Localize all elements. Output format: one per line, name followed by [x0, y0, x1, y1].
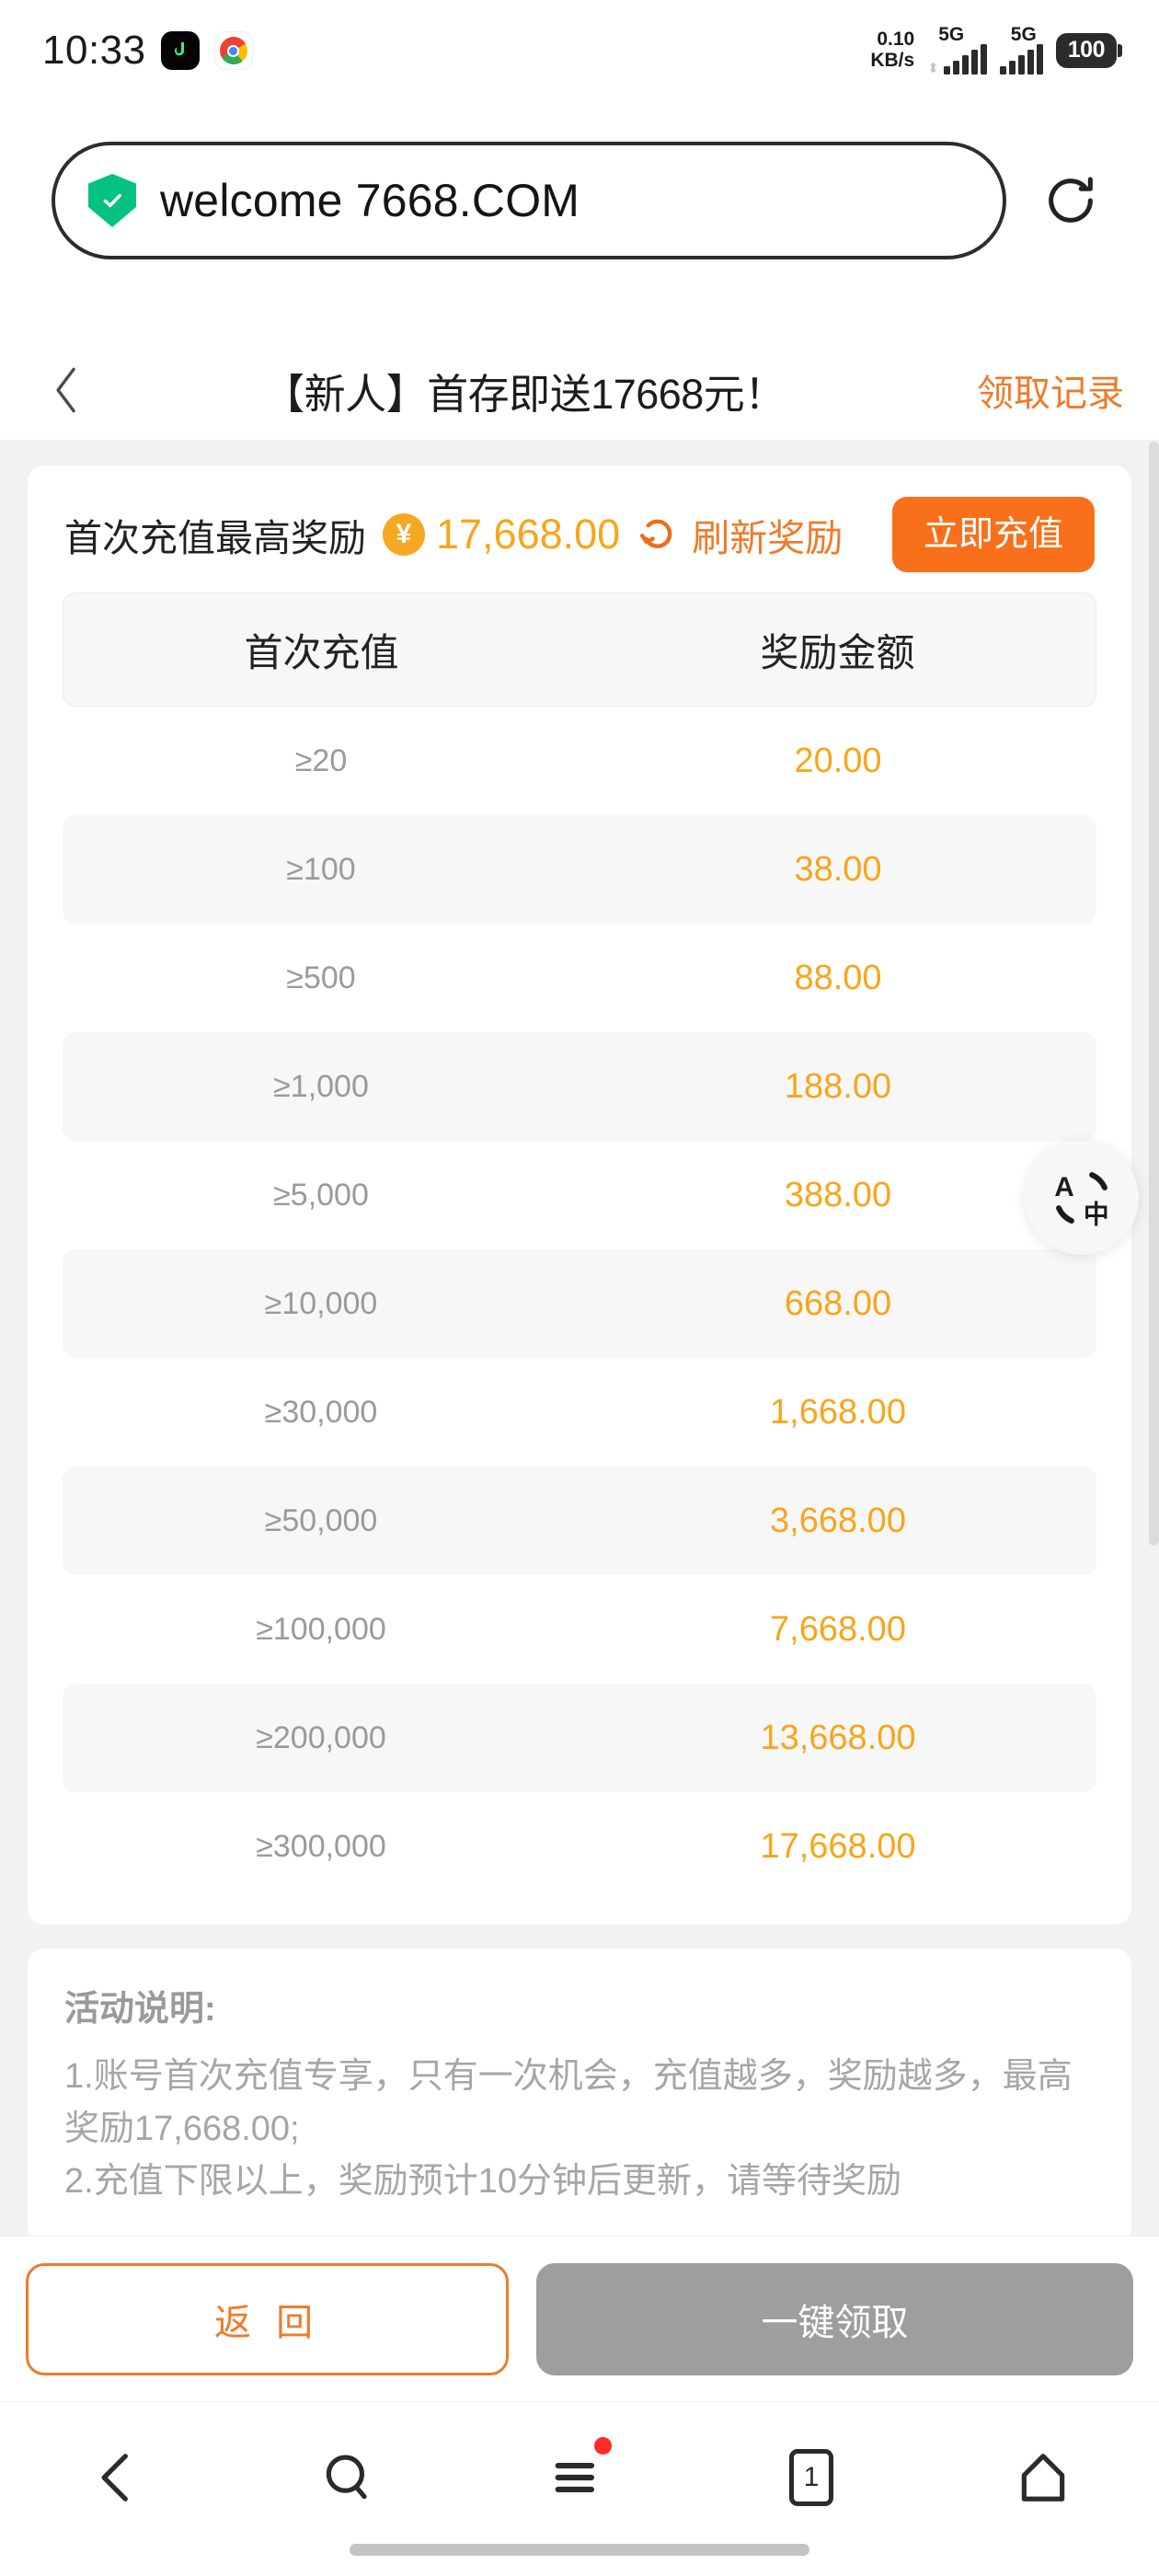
reward-summary-row: 首次充值最高奖励 ¥ 17,668.00 刷新奖励 立即充值	[28, 466, 1131, 592]
signal-bars-icon-2	[999, 43, 1043, 75]
table-cell-deposit: ≥50,000	[264, 1502, 378, 1538]
back-button[interactable]: 返 回	[26, 2262, 510, 2375]
claim-all-button[interactable]: 一键领取	[536, 2262, 1133, 2375]
network-speed-unit: KB/s	[870, 50, 915, 71]
tab-switcher-button[interactable]: 1	[742, 2435, 880, 2520]
page-scrollbar[interactable]	[1149, 442, 1159, 1546]
table-row: ≥100,000 7,668.00	[63, 1575, 1096, 1684]
table-row: ≥100 38.00	[63, 815, 1096, 924]
table-row: ≥10,000 668.00	[63, 1249, 1096, 1358]
hamburger-menu-icon[interactable]	[511, 2435, 648, 2520]
table-cell-reward: 3,668.00	[770, 1501, 906, 1540]
description-line-2: 2.充值下限以上，奖励预计10分钟后更新，请等待奖励	[64, 2162, 901, 2201]
reward-card: 首次充值最高奖励 ¥ 17,668.00 刷新奖励 立即充值 首次充值 奖励金额	[28, 466, 1131, 1925]
reload-icon[interactable]	[1034, 171, 1107, 230]
browser-back-button[interactable]	[47, 2435, 185, 2520]
table-cell-reward: 668.00	[784, 1283, 892, 1323]
table-row: ≥1,000 188.00	[63, 1032, 1096, 1141]
page-back-button[interactable]	[35, 366, 99, 414]
max-reward-label: 首次充值最高奖励	[64, 517, 366, 559]
table-cell-deposit: ≥1,000	[273, 1068, 369, 1104]
table-row: ≥300,000 17,668.00	[63, 1792, 1096, 1901]
page-header: 【新人】首存即送17668元！ 领取记录	[0, 340, 1159, 440]
battery-indicator: 100	[1055, 33, 1117, 68]
url-input[interactable]: welcome 7668.COM	[52, 142, 1006, 259]
table-cell-reward: 388.00	[784, 1175, 892, 1214]
browser-nav-bar: 1	[0, 2401, 1159, 2576]
recharge-now-button[interactable]: 立即充值	[891, 497, 1095, 572]
menu-notification-badge	[594, 2437, 612, 2455]
table-row: ≥20 20.00	[63, 707, 1096, 815]
table-header-reward: 奖励金额	[760, 630, 915, 674]
status-bar-right: 0.10 KB/s 5G ⬍ 5G 100	[870, 24, 1117, 76]
table-cell-deposit: ≥20	[294, 742, 348, 778]
max-reward-amount: 17,668.00	[436, 511, 621, 558]
table-body: ≥20 20.00 ≥100 38.00 ≥500 88.00 ≥1,000 188.00 ≥5…	[63, 707, 1096, 1901]
table-cell-reward: 1,668.00	[770, 1392, 906, 1432]
app-badge-icon	[160, 31, 200, 70]
url-text: welcome 7668.COM	[160, 175, 580, 226]
table-cell-deposit: ≥10,000	[264, 1285, 378, 1321]
page-content: 首次充值最高奖励 ¥ 17,668.00 刷新奖励 立即充值 首次充值 奖励金额	[0, 440, 1159, 2272]
table-row: ≥5,000 388.00	[63, 1141, 1096, 1249]
page-title: 【新人】首存即送17668元！	[263, 370, 786, 418]
chrome-app-icon	[213, 31, 253, 70]
home-gesture-indicator	[350, 2544, 809, 2556]
table-row: ≥200,000 13,668.00	[63, 1684, 1096, 1792]
table-cell-deposit: ≥30,000	[264, 1394, 378, 1430]
table-cell-deposit: ≥5,000	[273, 1177, 369, 1213]
network-speed-value: 0.10	[877, 29, 915, 51]
table-cell-deposit: ≥300,000	[256, 1828, 386, 1864]
table-cell-reward: 13,668.00	[760, 1718, 916, 1757]
search-icon[interactable]	[279, 2435, 417, 2520]
shield-check-icon	[88, 174, 136, 227]
description-title: 活动说明:	[64, 1990, 216, 2029]
refresh-reward-label[interactable]: 刷新奖励	[692, 517, 843, 559]
tab-count-label: 1	[789, 2449, 833, 2506]
signal-indicator-sim2: 5G	[999, 24, 1043, 75]
browser-address-bar-area: welcome 7668.COM	[0, 136, 1159, 265]
svg-text:A: A	[1054, 1172, 1073, 1202]
signal-bars-icon	[943, 43, 987, 75]
table-cell-reward: 188.00	[784, 1066, 892, 1106]
table-header-row: 首次充值 奖励金额	[63, 592, 1096, 707]
table-cell-deposit: ≥200,000	[256, 1719, 386, 1755]
network-speed-indicator: 0.10 KB/s	[870, 29, 914, 71]
table-cell-reward: 7,668.00	[770, 1609, 906, 1649]
table-cell-deposit: ≥100,000	[256, 1611, 386, 1647]
table-header-deposit: 首次充值	[244, 630, 399, 674]
table-row: ≥500 88.00	[63, 924, 1096, 1032]
data-transfer-arrows-icon: ⬍	[927, 60, 939, 76]
table-row: ≥30,000 1,668.00	[63, 1358, 1096, 1466]
table-cell-deposit: ≥500	[286, 960, 356, 995]
table-cell-reward: 20.00	[794, 741, 882, 780]
table-cell-deposit: ≥100	[286, 851, 356, 887]
reward-table: 首次充值 奖励金额 ≥20 20.00 ≥100 38.00 ≥500 88.00 ≥1,0…	[63, 592, 1096, 1901]
currency-coin-icon: ¥	[383, 513, 425, 556]
status-bar-left: 10:33	[42, 28, 253, 74]
claim-records-link[interactable]: 领取记录	[977, 374, 1124, 414]
table-cell-reward: 38.00	[794, 849, 882, 889]
signal-indicator-sim1: 5G ⬍	[927, 24, 987, 76]
refresh-icon[interactable]	[637, 513, 679, 556]
table-row: ≥50,000 3,668.00	[63, 1466, 1096, 1575]
table-cell-reward: 88.00	[794, 958, 882, 997]
status-bar: 10:33 0.10 KB/s 5G ⬍ 5G	[0, 0, 1159, 101]
bottom-action-bar: 返 回 一键领取	[0, 2236, 1159, 2401]
network-type-label-sim1: 5G	[938, 23, 965, 45]
translate-icon[interactable]: A 中	[1025, 1141, 1139, 1255]
description-line-1: 1.账号首次充值专享，只有一次机会，充值越多，奖励越多，最高奖励17,668.0…	[64, 2057, 1073, 2148]
home-icon[interactable]	[974, 2435, 1112, 2520]
table-cell-reward: 17,668.00	[760, 1826, 916, 1866]
svg-text:中: 中	[1084, 1201, 1109, 1229]
network-type-label-sim2: 5G	[1010, 23, 1037, 45]
activity-description-card: 活动说明: 1.账号首次充值专享，只有一次机会，充值越多，奖励越多，最高奖励17…	[28, 1949, 1131, 2245]
clock-time: 10:33	[42, 28, 146, 73]
